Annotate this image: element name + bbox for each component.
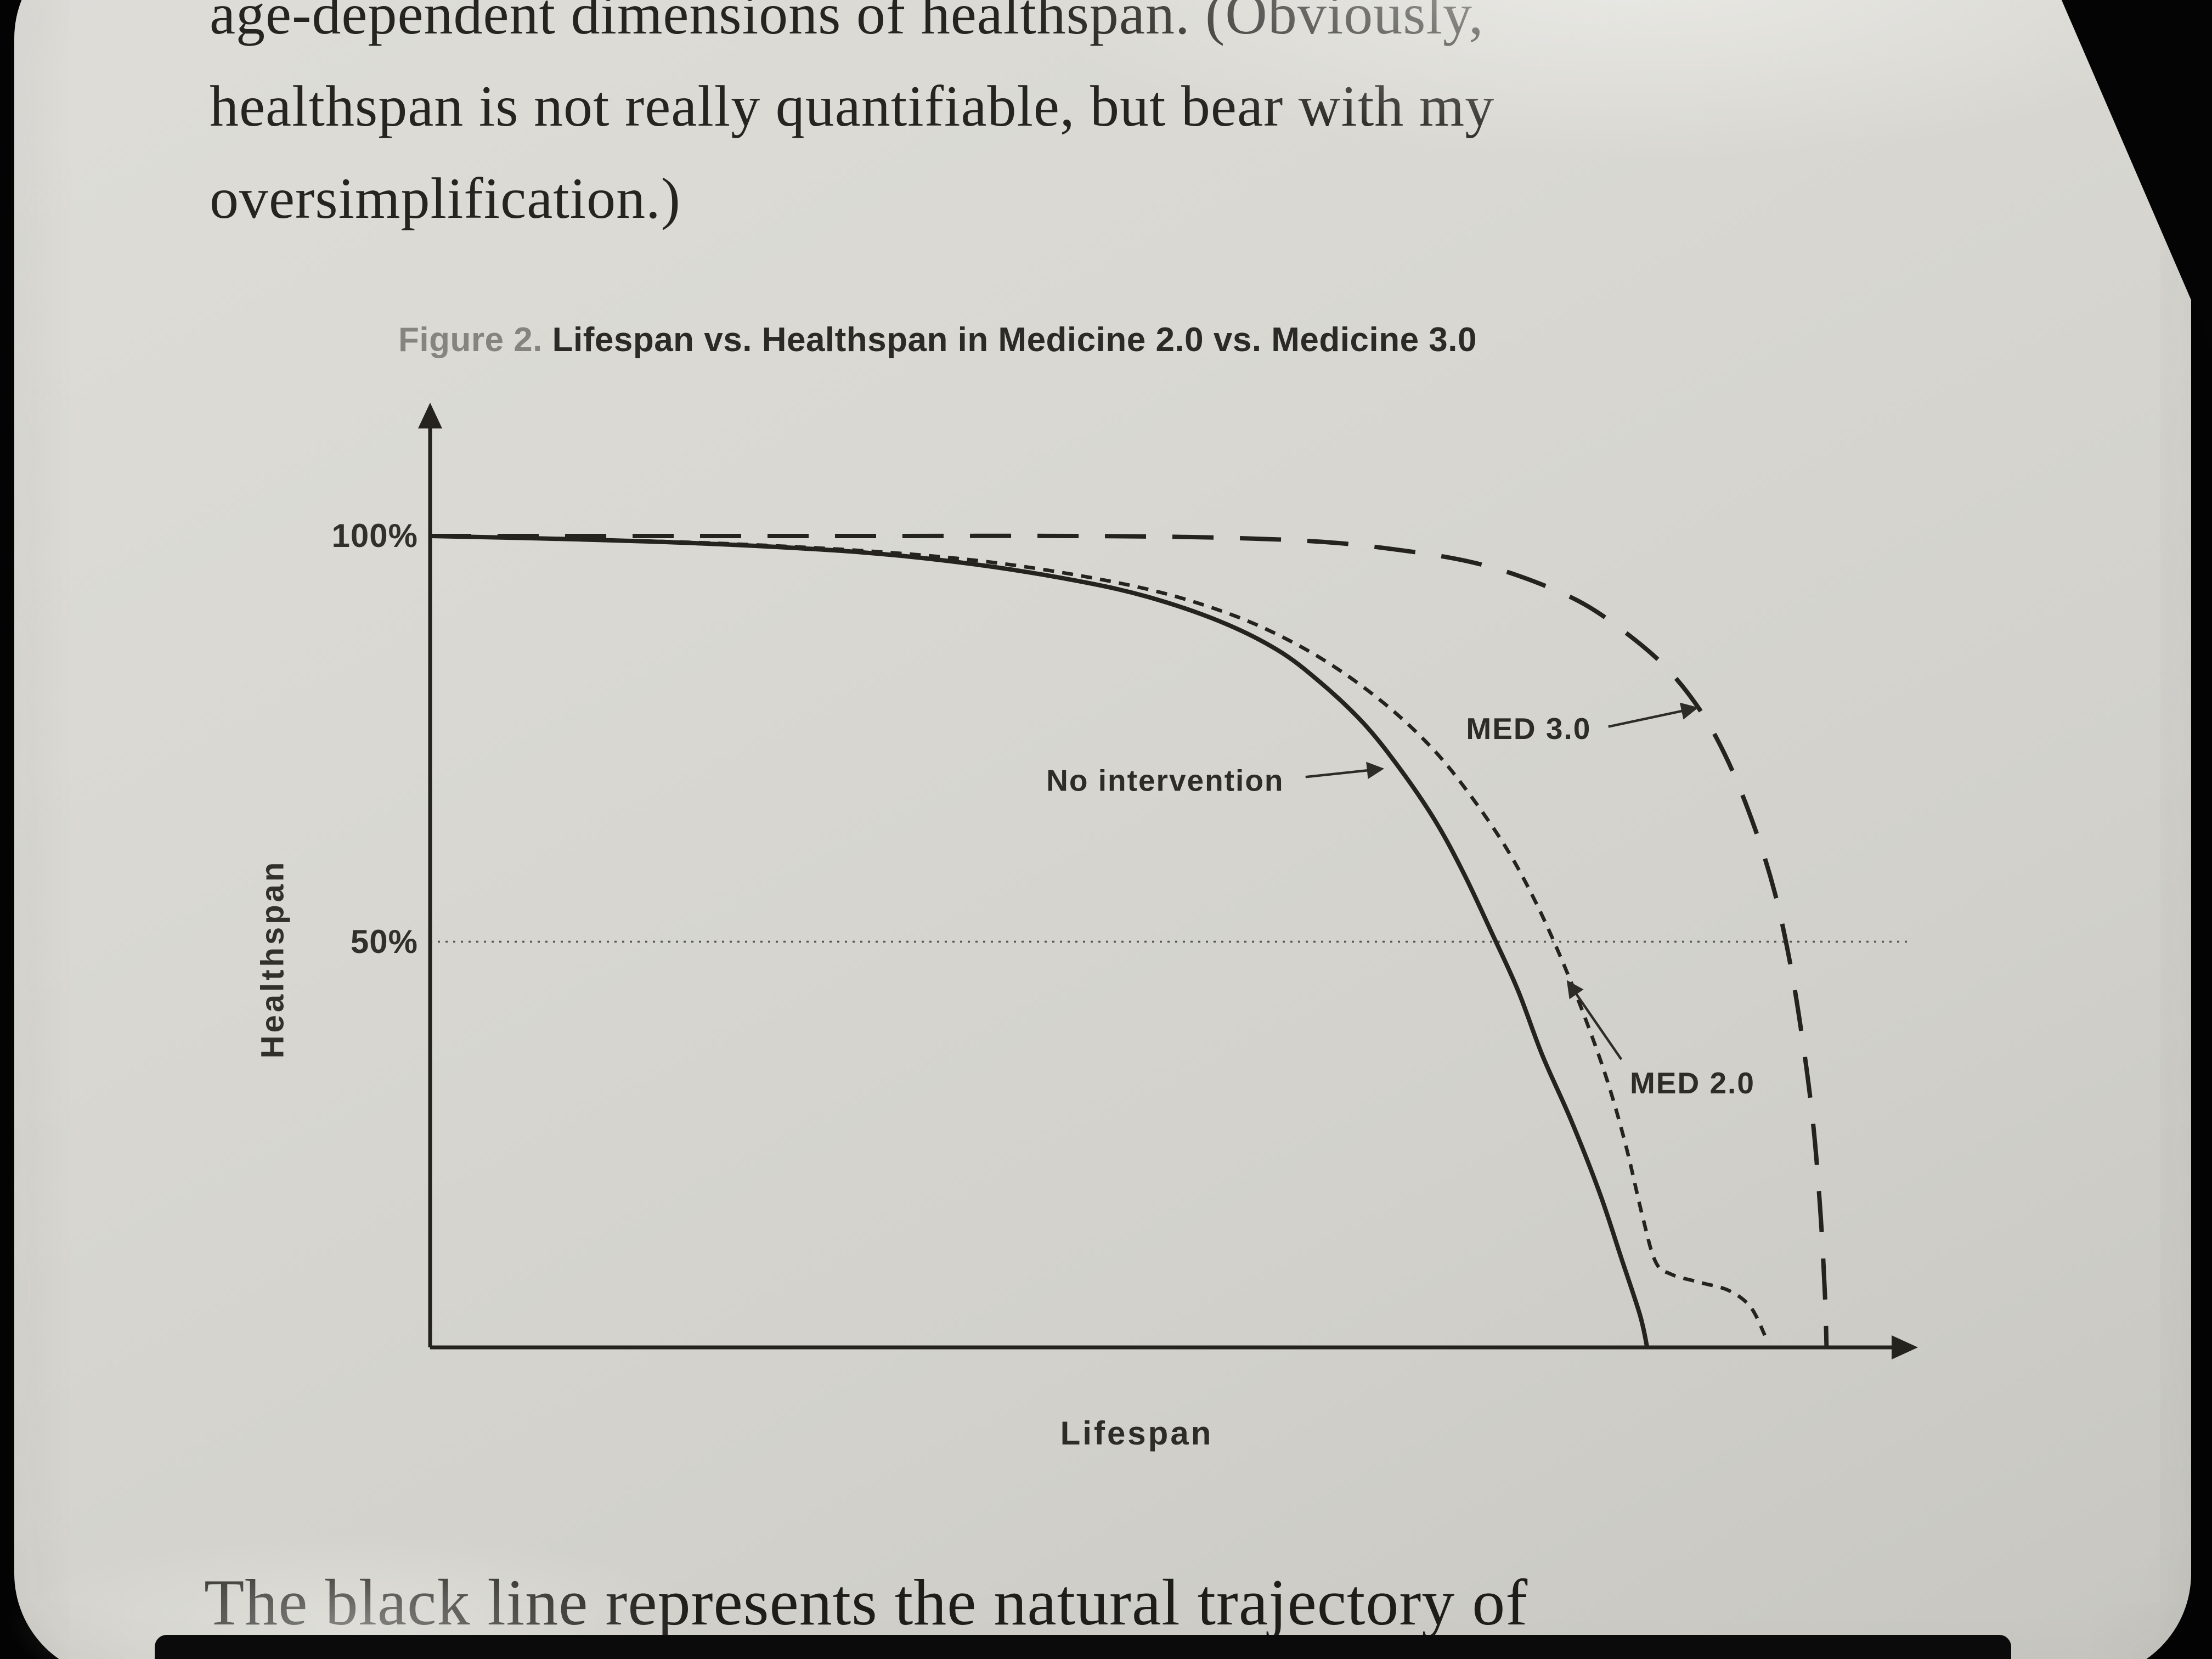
y-axis-arrowhead [418, 403, 442, 428]
x-axis-arrowhead [1892, 1335, 1918, 1359]
annotation-arrow-med-2-0 [1566, 980, 1623, 1060]
annotation-arrow-no-intervention [1305, 761, 1385, 779]
series-med-2-0 [430, 534, 1767, 1336]
annotation-med-3-0: MED 3.0 [1466, 712, 1591, 746]
bottom-bezel-bar [155, 1635, 2011, 1659]
annotation-med-2-0: MED 2.0 [1630, 1066, 1755, 1100]
annotation-no-intervention: No intervention [1046, 763, 1284, 797]
annotation-arrow-med-3-0 [1608, 702, 1699, 728]
